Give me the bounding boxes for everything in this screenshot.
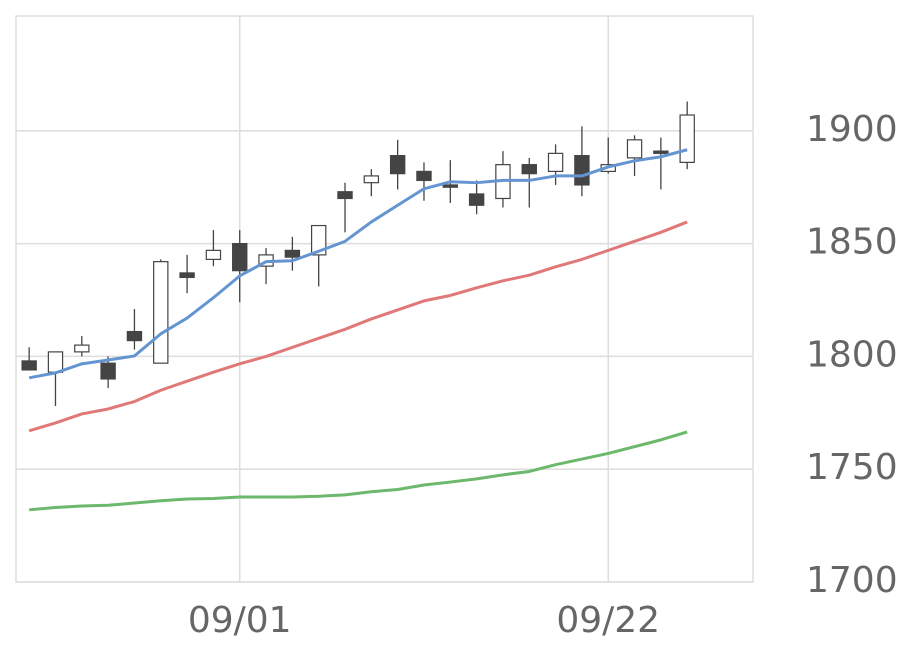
candle-body	[21, 360, 37, 371]
candle-body	[626, 139, 643, 159]
candle-body	[126, 330, 143, 342]
y-tick-label: 1800	[806, 334, 898, 375]
candle-body	[468, 193, 485, 206]
candle-body	[100, 362, 116, 380]
candle-body	[153, 261, 169, 364]
candle-body	[179, 272, 195, 279]
candle-body	[389, 155, 406, 175]
y-tick-label: 1900	[806, 109, 898, 150]
candle-body	[337, 191, 353, 200]
candle-body	[679, 114, 695, 163]
candle-body	[442, 184, 459, 188]
candle-body	[284, 249, 301, 258]
candle-body	[310, 224, 327, 256]
candle-body	[416, 170, 432, 182]
plot-area	[15, 15, 754, 583]
candle-body	[47, 351, 64, 373]
candle-body	[74, 344, 90, 353]
y-tick-label: 1700	[806, 560, 898, 601]
candle-body	[363, 175, 380, 184]
moving-average-line	[28, 220, 688, 433]
y-tick-label: 1750	[806, 447, 898, 488]
candle-body	[653, 150, 669, 154]
moving-average-line	[29, 430, 688, 512]
candle-body	[205, 249, 222, 260]
x-tick-label: 09/22	[556, 600, 660, 641]
candle-body	[574, 155, 590, 186]
candle-body	[232, 243, 248, 272]
x-tick-label: 09/01	[188, 600, 292, 641]
candle-body	[521, 164, 537, 175]
y-tick-label: 1850	[806, 222, 898, 263]
candle-body	[547, 152, 564, 173]
moving-average-line	[28, 148, 688, 380]
